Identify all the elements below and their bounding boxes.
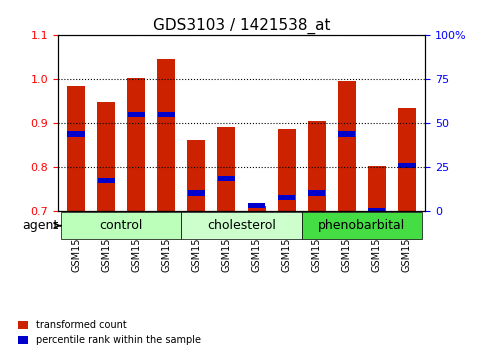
Bar: [308, 190, 325, 196]
Text: GSM154968: GSM154968: [71, 213, 81, 272]
Bar: [369, 208, 385, 213]
FancyBboxPatch shape: [181, 212, 302, 239]
Bar: [338, 131, 355, 137]
Text: cholesterol: cholesterol: [207, 219, 276, 232]
Text: GSM154966: GSM154966: [372, 213, 382, 272]
Text: GSM154970: GSM154970: [131, 213, 141, 272]
Bar: [68, 131, 85, 137]
Text: GSM154964: GSM154964: [312, 213, 322, 272]
Text: phenobarbital: phenobarbital: [318, 219, 406, 232]
Bar: [398, 163, 415, 168]
Bar: [97, 102, 115, 211]
Bar: [308, 121, 326, 211]
Text: GSM154965: GSM154965: [342, 213, 352, 272]
Bar: [188, 190, 205, 196]
Bar: [278, 195, 295, 200]
Bar: [248, 203, 265, 208]
Legend: transformed count, percentile rank within the sample: transformed count, percentile rank withi…: [14, 316, 205, 349]
Text: GDS3103 / 1421538_at: GDS3103 / 1421538_at: [153, 18, 330, 34]
FancyBboxPatch shape: [302, 212, 422, 239]
Text: GSM154961: GSM154961: [222, 213, 231, 272]
Bar: [128, 112, 145, 117]
Bar: [98, 178, 114, 183]
Text: GSM154967: GSM154967: [402, 213, 412, 272]
Bar: [247, 206, 266, 211]
Bar: [157, 59, 175, 211]
Bar: [187, 139, 205, 211]
Bar: [338, 80, 356, 211]
Text: GSM154971: GSM154971: [161, 213, 171, 272]
Bar: [217, 127, 236, 211]
Bar: [398, 108, 416, 211]
Text: GSM154969: GSM154969: [101, 213, 111, 272]
FancyBboxPatch shape: [61, 212, 181, 239]
Text: GSM154510: GSM154510: [191, 213, 201, 272]
Bar: [158, 112, 175, 117]
Text: GSM154962: GSM154962: [252, 213, 261, 272]
Bar: [218, 176, 235, 181]
Bar: [278, 129, 296, 211]
Text: agent: agent: [22, 219, 61, 232]
Text: control: control: [99, 219, 143, 232]
Bar: [368, 166, 386, 211]
Bar: [127, 78, 145, 211]
Text: GSM154963: GSM154963: [282, 213, 292, 272]
Bar: [67, 86, 85, 211]
